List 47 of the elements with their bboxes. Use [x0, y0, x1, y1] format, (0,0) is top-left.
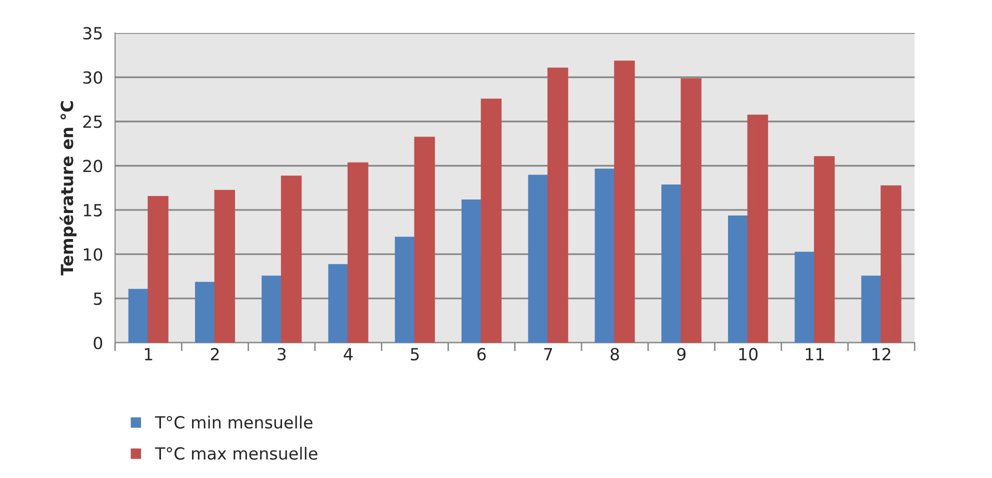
y-tick-label: 35 [83, 26, 102, 40]
bar [728, 215, 749, 343]
x-tick-label: 4 [344, 348, 353, 360]
bar [814, 156, 835, 343]
y-tick-label: 5 [94, 292, 102, 306]
bar [680, 78, 702, 343]
x-tick-label: 6 [477, 348, 486, 360]
bar [262, 276, 282, 343]
bar [794, 252, 816, 343]
x-tick-label: 1 [144, 348, 152, 360]
bar [547, 68, 568, 343]
y-axis-title: Température en °C [60, 101, 77, 276]
bar [462, 200, 482, 343]
bar [614, 60, 635, 343]
legend-label: T°C max mensuelle [155, 446, 318, 460]
bar [880, 185, 902, 343]
bar [128, 288, 150, 343]
bar [480, 98, 502, 343]
bar [348, 162, 368, 343]
y-tick-label: 10 [84, 248, 102, 261]
x-tick-label: 3 [278, 348, 286, 360]
y-tick-label: 20 [83, 160, 102, 172]
bar [214, 190, 236, 343]
x-tick-label: 2 [210, 348, 219, 360]
x-tick-label: 8 [610, 348, 619, 360]
bar [148, 196, 168, 343]
bar [661, 184, 682, 343]
bar [747, 114, 768, 343]
bar [861, 276, 882, 343]
legend-label: T°C min mensuelle [155, 416, 312, 429]
y-tick-label: 0 [94, 336, 102, 350]
bar [394, 236, 416, 343]
x-tick-label: 5 [410, 348, 419, 360]
y-tick-label: 30 [83, 71, 102, 84]
bar [528, 174, 549, 343]
x-tick-label: 7 [544, 348, 552, 360]
bar [594, 168, 616, 343]
x-tick-label: 9 [677, 348, 686, 360]
y-tick-label: 25 [83, 115, 102, 128]
bar [414, 136, 435, 343]
y-tick-label: 15 [84, 204, 102, 217]
bar [195, 282, 216, 343]
x-tick-label: 12 [872, 348, 890, 360]
bar [328, 264, 349, 343]
x-tick-label: 10 [739, 348, 758, 360]
bar [280, 176, 302, 343]
x-tick-label: 11 [806, 348, 824, 360]
